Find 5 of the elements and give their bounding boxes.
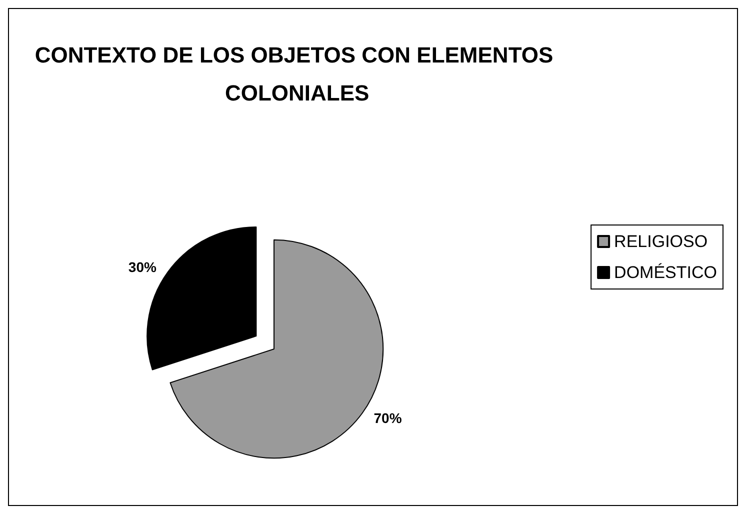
legend-label: RELIGIOSO <box>614 232 708 251</box>
data-label: 70% <box>374 410 402 426</box>
chart-title: CONTEXTO DE LOS OBJETOS CON ELEMENTOS COLONIALES <box>34 42 554 106</box>
legend-label: DOMÉSTICO <box>614 263 718 282</box>
data-label: 30% <box>128 259 157 276</box>
